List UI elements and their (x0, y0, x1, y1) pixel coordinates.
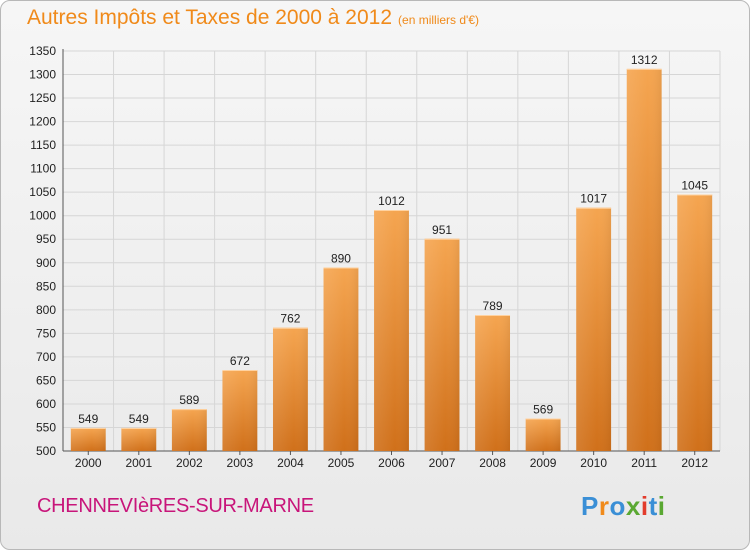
bar-shade (222, 370, 258, 451)
bar-shade (576, 207, 612, 451)
bars (70, 68, 713, 451)
logo-letter: i (640, 491, 649, 521)
value-label: 1017 (580, 192, 607, 206)
y-tick-label: 950 (36, 232, 56, 246)
logo-letter: P (581, 491, 599, 521)
y-tick-label: 850 (36, 279, 56, 293)
value-label: 569 (533, 403, 553, 417)
y-tick-label: 550 (36, 420, 56, 434)
value-label: 549 (129, 412, 149, 426)
x-tick-label: 2001 (125, 456, 152, 470)
x-tick-label: 2011 (631, 456, 657, 470)
logo-letter: r (598, 491, 610, 521)
bar-shade (525, 418, 561, 451)
y-tick-label: 1250 (29, 91, 56, 105)
value-label: 762 (280, 312, 300, 326)
y-tick-label: 600 (36, 397, 56, 411)
bar-shade (121, 427, 157, 451)
y-tick-label: 650 (36, 373, 56, 387)
y-tick-label: 1050 (29, 185, 56, 199)
value-label: 549 (78, 412, 98, 426)
y-tick-label: 1350 (29, 44, 56, 58)
value-label: 1312 (631, 53, 658, 67)
value-label: 951 (432, 223, 452, 237)
value-label: 672 (230, 354, 250, 368)
x-tick-label: 2000 (75, 456, 102, 470)
bar-shade (70, 427, 106, 451)
y-tick-label: 900 (36, 256, 56, 270)
logo-letter: i (657, 491, 666, 521)
bar-shade (374, 210, 409, 451)
y-tick-label: 800 (36, 303, 56, 317)
y-tick-label: 500 (36, 444, 56, 458)
logo-letter: o (609, 491, 626, 521)
bar-shade (171, 409, 207, 451)
x-tick-label: 2012 (681, 456, 708, 470)
x-tick-label: 2003 (227, 456, 254, 470)
chart-unit: (en milliers d'€) (398, 13, 480, 27)
value-label: 789 (483, 299, 503, 313)
bar-shade (475, 315, 511, 451)
bar-shade (323, 267, 359, 451)
city-name: CHENNEVIèRES-SUR-MARNE (37, 495, 314, 517)
y-tick-label: 1150 (30, 138, 56, 152)
x-tick-label: 2008 (479, 456, 506, 470)
x-tick-label: 2004 (277, 456, 304, 470)
x-tick-label: 2010 (580, 456, 607, 470)
x-tick-label: 2007 (429, 456, 456, 470)
y-tick-label: 750 (36, 326, 56, 340)
y-tick-label: 1300 (29, 68, 56, 82)
bar-shade (272, 327, 308, 451)
y-tick-label: 1100 (30, 162, 56, 176)
logo-letter: t (648, 491, 658, 521)
proxiti-logo: Proxiti (581, 491, 665, 522)
value-label: 589 (179, 393, 199, 407)
chart-title-text: Autres Impôts et Taxes de 2000 à 2012 (27, 6, 393, 29)
value-label: 890 (331, 251, 351, 265)
x-tick-label: 2009 (530, 456, 557, 470)
bar-shade (424, 238, 460, 451)
y-tick-label: 700 (36, 350, 56, 364)
bar-shade (626, 68, 662, 451)
value-label: 1012 (378, 194, 405, 208)
x-tick-label: 2005 (328, 456, 355, 470)
labels: 500 550 600 650 700 750 800 850 900 950 1000 1050 11… (29, 44, 708, 470)
value-label: 1045 (681, 179, 708, 193)
chart-title: Autres Impôts et Taxes de 2000 à 2012 (en… (27, 6, 479, 30)
logo-letter: x (625, 491, 641, 521)
y-tick-label: 1000 (29, 209, 56, 223)
bar-shade (677, 194, 713, 451)
y-tick-label: 1200 (29, 115, 56, 129)
x-tick-label: 2006 (378, 456, 405, 470)
x-tick-label: 2002 (176, 456, 203, 470)
